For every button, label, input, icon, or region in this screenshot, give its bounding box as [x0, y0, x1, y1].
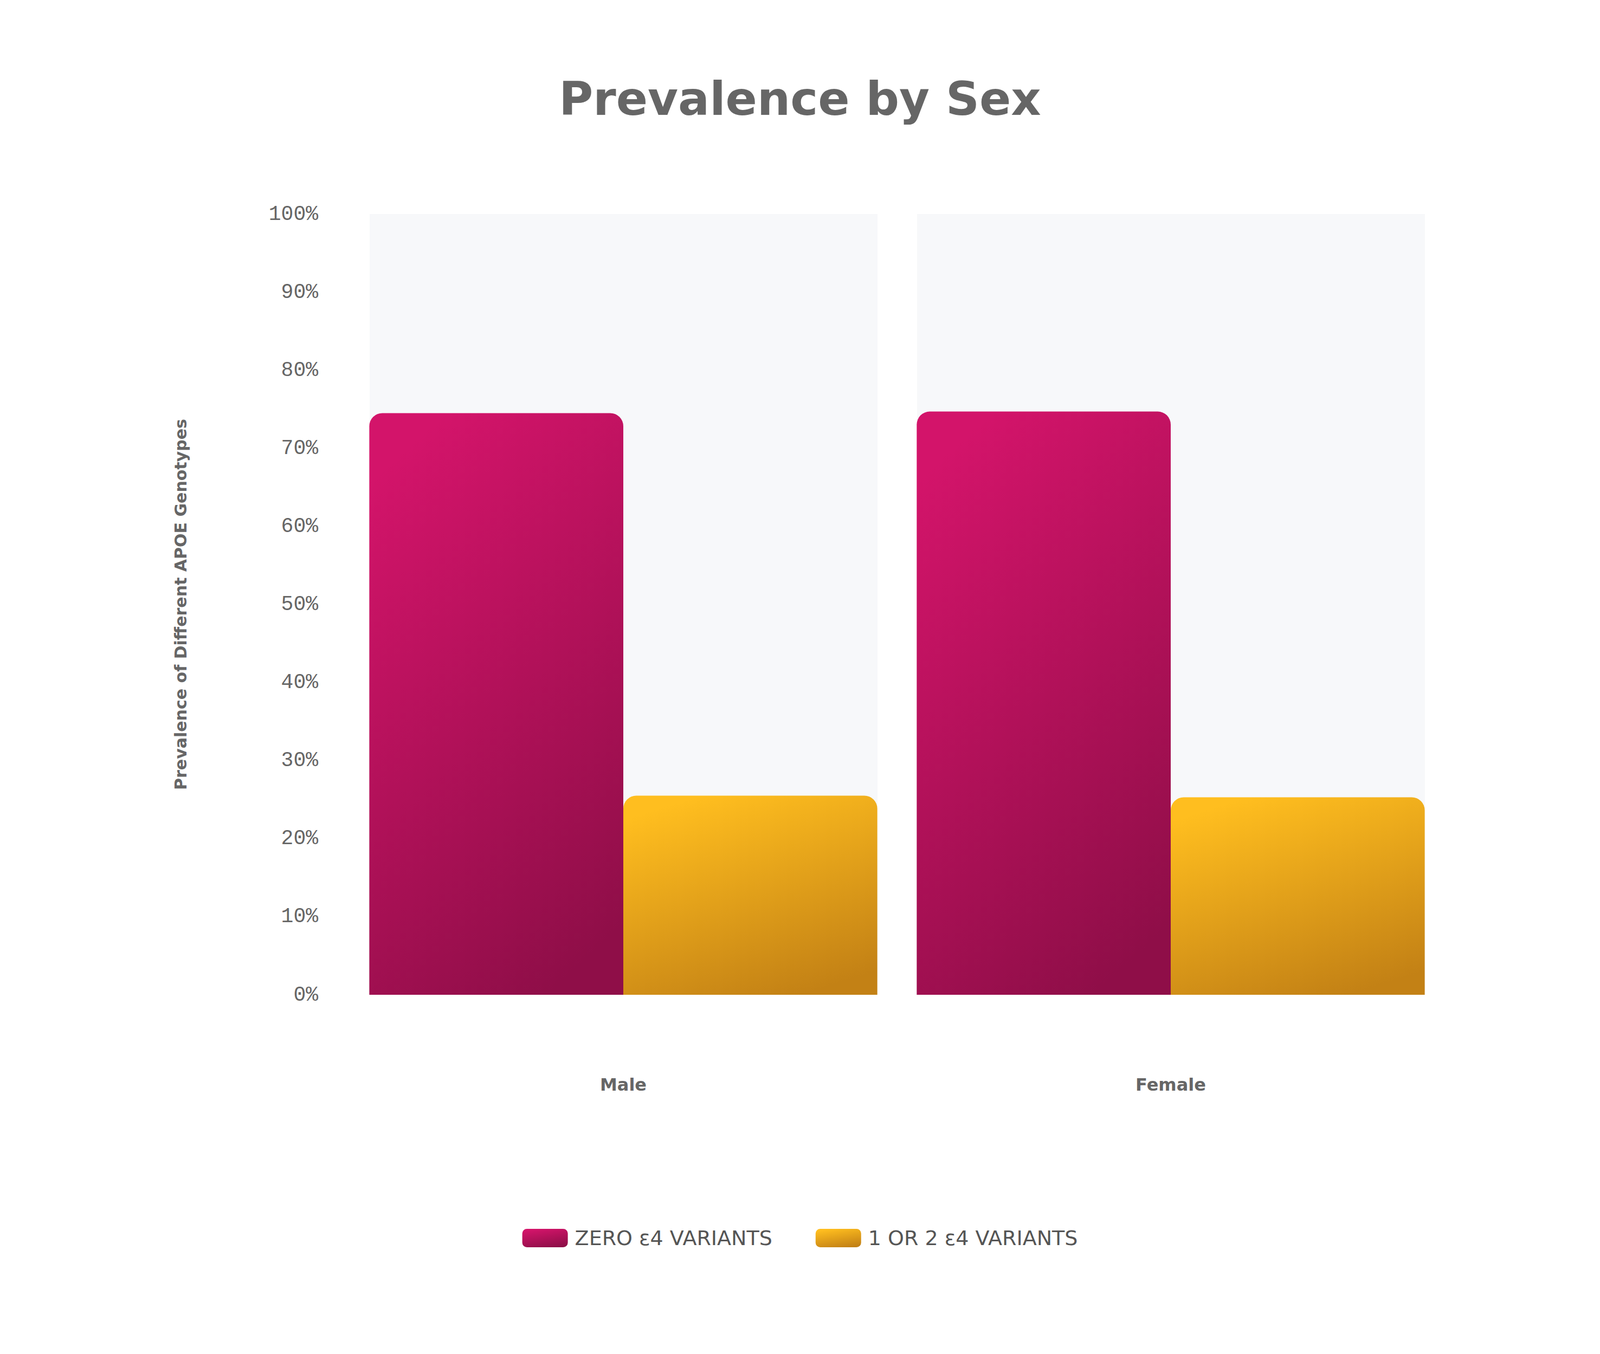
svg-text:90%: 90%: [281, 280, 319, 305]
svg-text:ZERO ε4 VARIANTS: ZERO ε4 VARIANTS: [575, 1226, 773, 1251]
svg-text:10%: 10%: [281, 905, 319, 929]
svg-text:Female: Female: [1135, 1074, 1206, 1096]
svg-text:1 OR 2 ε4 VARIANTS: 1 OR 2 ε4 VARIANTS: [868, 1226, 1079, 1251]
svg-text:0%: 0%: [293, 983, 319, 1008]
svg-text:Prevalence of Different APOE G: Prevalence of Different APOE Genotypes: [171, 418, 191, 791]
svg-text:80%: 80%: [281, 358, 319, 383]
svg-text:Male: Male: [600, 1074, 647, 1096]
svg-text:70%: 70%: [281, 436, 319, 461]
svg-text:100%: 100%: [268, 202, 319, 227]
svg-text:60%: 60%: [281, 514, 319, 539]
svg-text:50%: 50%: [281, 592, 319, 617]
svg-text:20%: 20%: [281, 827, 319, 851]
svg-text:Prevalence by Sex: Prevalence by Sex: [558, 71, 1041, 126]
svg-text:40%: 40%: [281, 671, 319, 695]
svg-text:30%: 30%: [281, 749, 319, 773]
